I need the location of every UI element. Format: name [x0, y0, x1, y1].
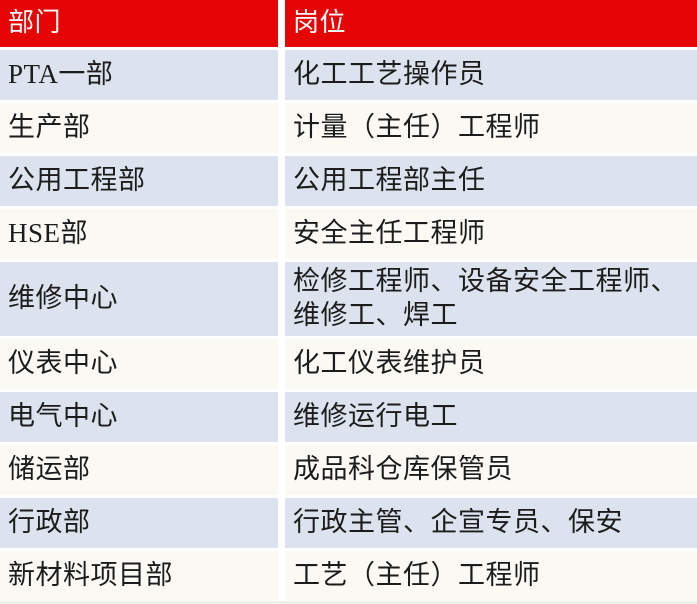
- position-cell: 计量（主任）工程师: [285, 103, 697, 153]
- table-row: 新材料项目部 工艺（主任）工程师: [0, 551, 697, 601]
- position-column-header: 岗位: [285, 0, 697, 47]
- position-cell: 工艺（主任）工程师: [285, 551, 697, 601]
- department-cell: 仪表中心: [0, 339, 278, 389]
- position-cell: 成品科仓库保管员: [285, 445, 697, 495]
- position-cell: 行政主管、企宣专员、保安: [285, 498, 697, 548]
- department-cell: PTA一部: [0, 50, 278, 100]
- table-row: 公用工程部 公用工程部主任: [0, 156, 697, 206]
- department-column-header: 部门: [0, 0, 278, 47]
- bottom-edge-divider: [0, 601, 697, 604]
- position-cell: 化工仪表维护员: [285, 339, 697, 389]
- department-cell: 电气中心: [0, 392, 278, 442]
- department-cell: 新材料项目部: [0, 551, 278, 601]
- department-cell: 储运部: [0, 445, 278, 495]
- table-row: HSE部 安全主任工程师: [0, 209, 697, 259]
- table-row: 电气中心 维修运行电工: [0, 392, 697, 442]
- table-row: 仪表中心 化工仪表维护员: [0, 339, 697, 389]
- department-cell: 生产部: [0, 103, 278, 153]
- position-cell: 化工工艺操作员: [285, 50, 697, 100]
- position-cell: 安全主任工程师: [285, 209, 697, 259]
- table-row: PTA一部 化工工艺操作员: [0, 50, 697, 100]
- department-cell: 行政部: [0, 498, 278, 548]
- department-cell: HSE部: [0, 209, 278, 259]
- department-cell: 维修中心: [0, 262, 278, 336]
- position-cell: 公用工程部主任: [285, 156, 697, 206]
- position-cell: 检修工程师、设备安全工程师、 维修工、焊工: [285, 262, 697, 336]
- position-cell: 维修运行电工: [285, 392, 697, 442]
- table-row: 维修中心 检修工程师、设备安全工程师、 维修工、焊工: [0, 262, 697, 336]
- header-row: 部门 岗位: [0, 0, 697, 47]
- department-cell: 公用工程部: [0, 156, 278, 206]
- table-row: 储运部 成品科仓库保管员: [0, 445, 697, 495]
- table-row: 生产部 计量（主任）工程师: [0, 103, 697, 153]
- table-row: 行政部 行政主管、企宣专员、保安: [0, 498, 697, 548]
